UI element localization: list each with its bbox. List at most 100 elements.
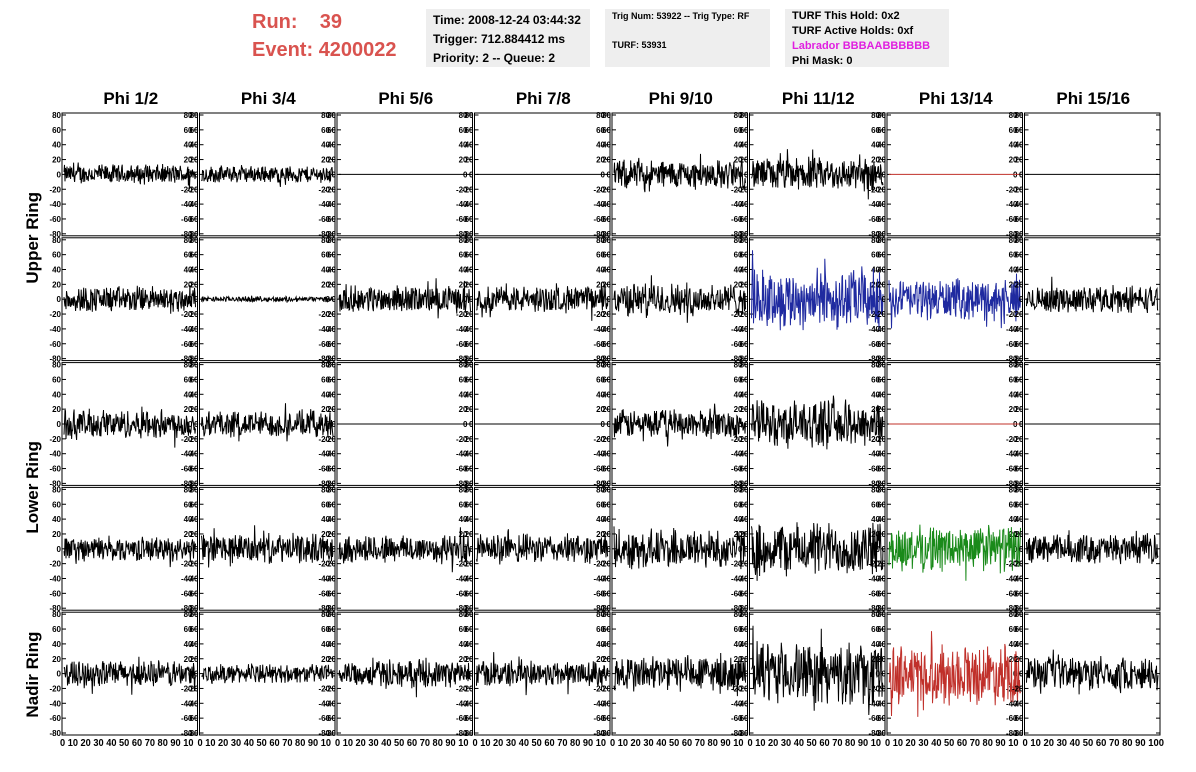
y-tick-label: -60 bbox=[737, 215, 749, 224]
y-tick-label: 80 bbox=[602, 485, 611, 494]
y-tick-label: 0 bbox=[1019, 420, 1024, 429]
y-tick-label: 60 bbox=[871, 625, 880, 634]
y-tick-label: -40 bbox=[599, 699, 611, 708]
y-tick-label: 20 bbox=[321, 405, 330, 414]
y-tick-label: -40 bbox=[593, 200, 605, 209]
y-tick-label: -60 bbox=[49, 340, 61, 349]
y-tick-label: -60 bbox=[318, 215, 330, 224]
x-tick-label: 0 10 20 30 40 50 60 70 80 90 100 bbox=[1023, 738, 1165, 749]
waveform-trace bbox=[63, 535, 196, 568]
y-tick-label: 60 bbox=[459, 251, 468, 260]
y-tick-label: 80 bbox=[734, 361, 743, 370]
y-tick-label: 80 bbox=[52, 111, 61, 120]
y-tick-label: -60 bbox=[593, 465, 605, 474]
y-tick-label: -20 bbox=[181, 560, 193, 569]
y-tick-label: 0 bbox=[1013, 545, 1018, 554]
y-tick-label: 80 bbox=[740, 111, 749, 120]
y-tick-label: 40 bbox=[740, 515, 749, 524]
y-tick-label: 0 bbox=[463, 670, 468, 679]
y-tick-label: 40 bbox=[52, 640, 61, 649]
y-tick-label: -40 bbox=[456, 200, 468, 209]
y-tick-label: -20 bbox=[1012, 435, 1024, 444]
y-tick-label: -80 bbox=[324, 230, 336, 239]
y-tick-label: -80 bbox=[456, 604, 468, 613]
y-tick-label: 0 bbox=[876, 670, 881, 679]
y-tick-label: -80 bbox=[187, 355, 199, 364]
y-tick-label: -40 bbox=[318, 450, 330, 459]
y-tick-label: 40 bbox=[327, 515, 336, 524]
y-tick-label: 60 bbox=[184, 500, 193, 509]
y-tick-label: -20 bbox=[462, 560, 474, 569]
phi-column-label: Phi 5/6 bbox=[378, 89, 433, 108]
y-tick-label: 40 bbox=[52, 266, 61, 275]
y-tick-label: -80 bbox=[731, 604, 743, 613]
y-tick-label: -60 bbox=[599, 340, 611, 349]
y-tick-label: 60 bbox=[1009, 375, 1018, 384]
y-tick-label: -60 bbox=[874, 465, 886, 474]
y-tick-label: -60 bbox=[731, 465, 743, 474]
y-tick-label: -40 bbox=[49, 325, 61, 334]
y-tick-label: 0 bbox=[332, 420, 337, 429]
y-tick-label: -60 bbox=[456, 340, 468, 349]
y-tick-label: -60 bbox=[868, 465, 880, 474]
y-tick-label: 20 bbox=[190, 655, 199, 664]
y-tick-label: -60 bbox=[874, 340, 886, 349]
y-tick-label: 40 bbox=[184, 390, 193, 399]
y-tick-label: -20 bbox=[456, 435, 468, 444]
y-tick-label: -80 bbox=[868, 729, 880, 738]
event-row: Event: 4200022 bbox=[252, 36, 397, 64]
y-tick-label: -40 bbox=[874, 699, 886, 708]
turf-this-hold-text: TURF This Hold: 0x2 bbox=[792, 10, 900, 22]
y-tick-label: -80 bbox=[181, 604, 193, 613]
y-tick-label: 80 bbox=[877, 610, 886, 619]
y-tick-label: 40 bbox=[602, 266, 611, 275]
y-tick-label: 60 bbox=[1015, 625, 1024, 634]
y-tick-label: -20 bbox=[593, 684, 605, 693]
y-tick-label: 0 bbox=[744, 545, 749, 554]
y-tick-label: -40 bbox=[456, 450, 468, 459]
y-tick-label: 60 bbox=[740, 251, 749, 260]
y-tick-label: -80 bbox=[593, 479, 605, 488]
y-tick-label: -40 bbox=[1012, 575, 1024, 584]
y-tick-label: -80 bbox=[737, 604, 749, 613]
y-tick-label: 20 bbox=[321, 530, 330, 539]
y-tick-label: 0 bbox=[194, 545, 199, 554]
y-tick-label: -40 bbox=[456, 325, 468, 334]
phi-column-label: Phi 3/4 bbox=[241, 89, 296, 108]
y-tick-label: -60 bbox=[49, 589, 61, 598]
y-tick-label: 20 bbox=[877, 156, 886, 165]
y-tick-label: 0 bbox=[882, 545, 887, 554]
y-tick-label: 20 bbox=[871, 530, 880, 539]
y-tick-label: -20 bbox=[599, 684, 611, 693]
y-tick-label: 60 bbox=[321, 251, 330, 260]
y-tick-label: -80 bbox=[737, 355, 749, 364]
y-tick-label: -80 bbox=[599, 604, 611, 613]
y-tick-label: -40 bbox=[868, 450, 880, 459]
y-tick-label: 60 bbox=[327, 500, 336, 509]
x-tick-label: 0 10 20 30 40 50 60 70 80 90 10 bbox=[198, 738, 332, 749]
y-tick-label: -40 bbox=[187, 200, 199, 209]
y-tick-label: -60 bbox=[324, 340, 336, 349]
y-tick-label: -20 bbox=[1006, 310, 1018, 319]
y-tick-label: 40 bbox=[740, 390, 749, 399]
y-tick-label: 60 bbox=[602, 251, 611, 260]
y-tick-label: 60 bbox=[602, 375, 611, 384]
y-tick-label: 60 bbox=[596, 625, 605, 634]
y-tick-label: -60 bbox=[737, 714, 749, 723]
y-tick-label: 80 bbox=[871, 610, 880, 619]
waveform-trace bbox=[613, 652, 746, 697]
y-tick-label: -20 bbox=[593, 435, 605, 444]
y-tick-label: 20 bbox=[1015, 405, 1024, 414]
turf-active-holds-text: TURF Active Holds: 0xf bbox=[792, 25, 914, 37]
y-tick-label: 20 bbox=[190, 530, 199, 539]
y-tick-label: -60 bbox=[731, 589, 743, 598]
y-tick-label: 0 bbox=[607, 170, 612, 179]
y-tick-label: -20 bbox=[456, 684, 468, 693]
y-tick-label: -60 bbox=[462, 714, 474, 723]
y-tick-label: 20 bbox=[321, 156, 330, 165]
y-tick-label: 40 bbox=[1009, 390, 1018, 399]
y-tick-label: 80 bbox=[190, 111, 199, 120]
y-tick-label: -40 bbox=[187, 450, 199, 459]
y-tick-label: -60 bbox=[874, 215, 886, 224]
y-tick-label: 40 bbox=[1015, 141, 1024, 150]
